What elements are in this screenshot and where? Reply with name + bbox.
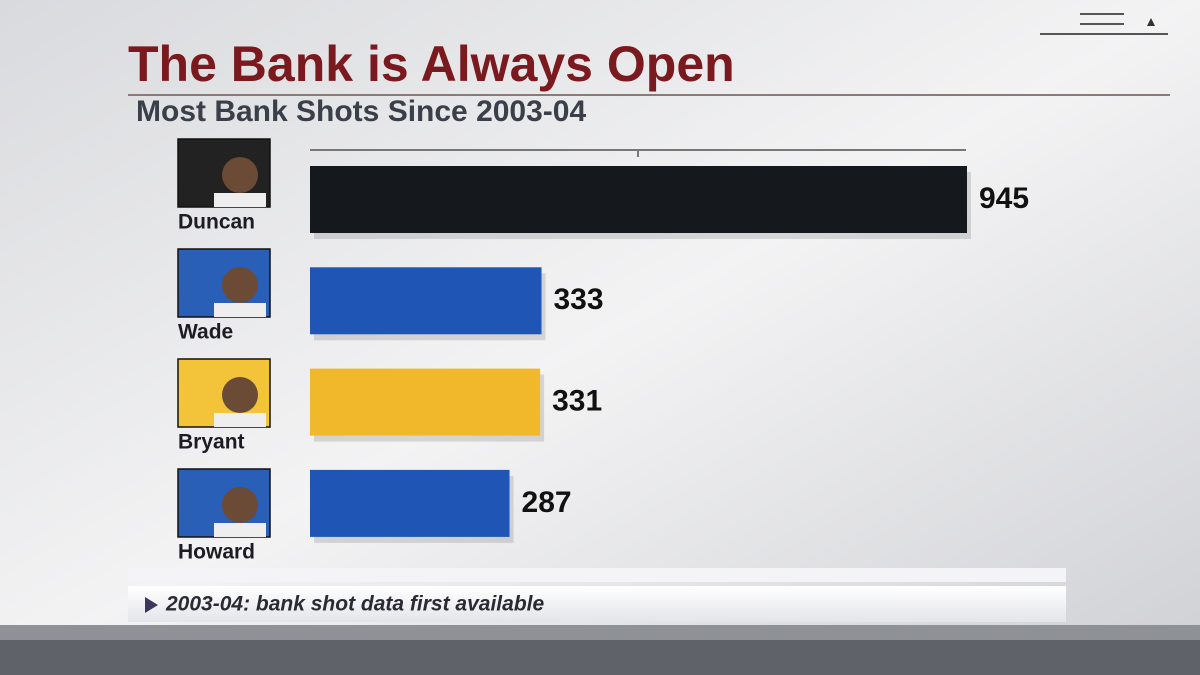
value-label: 333 (554, 283, 604, 316)
bar (310, 469, 510, 537)
player-head (222, 487, 258, 523)
category-label: Duncan (178, 211, 255, 234)
player-shoulders (214, 523, 266, 537)
footnote-top (128, 568, 1066, 582)
menu-icon (1040, 13, 1168, 35)
value-label: 287 (522, 486, 572, 519)
player-head (222, 157, 258, 193)
bar (310, 368, 541, 436)
axis (310, 149, 966, 157)
player-shoulders (214, 413, 266, 427)
player-shoulders (214, 303, 266, 317)
chart-subtitle: Most Bank Shots Since 2003-04 (136, 95, 586, 128)
player-head (222, 377, 258, 413)
footnote-marker (145, 597, 158, 613)
footnote-bar (128, 586, 1066, 622)
category-label: Wade (178, 321, 233, 344)
bar (310, 166, 967, 233)
floor-band (0, 640, 1200, 675)
player-head (222, 267, 258, 303)
chart-title: The Bank is Always Open (128, 36, 735, 92)
value-label: 945 (979, 182, 1029, 215)
category-label: Bryant (178, 431, 245, 454)
up-arrow (1147, 18, 1155, 26)
footnote: 2003-04: bank shot data first available (165, 593, 544, 616)
value-label: 331 (552, 385, 602, 418)
category-label: Howard (178, 541, 255, 564)
player-shoulders (214, 193, 266, 207)
bar (310, 267, 542, 335)
